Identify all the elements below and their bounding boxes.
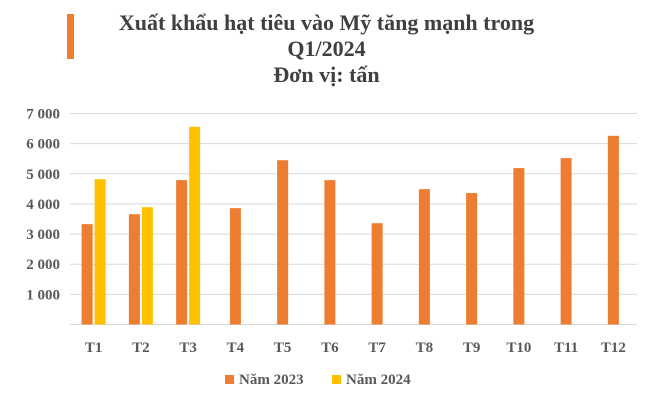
bar-năm-2023-t9 [466,193,478,325]
x-tick-label: T12 [601,340,626,356]
legend-label: Năm 2024 [346,372,411,388]
bar-năm-2023-t3 [176,180,188,325]
y-tick-label: 5 000 [26,167,60,183]
chart-subtitle-unit: Đơn vị: tấn [273,62,380,87]
bar-năm-2023-t1 [81,224,93,325]
bar-năm-2023-t8 [418,189,430,325]
bar-năm-2023-t2 [128,214,140,325]
y-tick-label: 7 000 [26,107,60,123]
legend-label: Năm 2023 [239,372,304,388]
x-tick-label: T10 [506,340,531,356]
y-tick-label: 4 000 [26,197,60,213]
bar-năm-2024-t1 [94,179,106,325]
y-tick-label: 2 000 [26,257,60,273]
chart-title-line-2: Q1/2024 [287,36,366,61]
bar-năm-2023-t6 [324,180,336,325]
y-tick-label: 3 000 [26,227,60,243]
legend-swatch [225,375,234,384]
x-tick-label: T8 [416,340,434,356]
y-tick-label: 6 000 [26,137,60,153]
title-accent-bar [67,14,74,59]
x-tick-label: T6 [321,340,339,356]
bar-năm-2023-t5 [277,160,289,325]
x-tick-label: T7 [368,340,386,356]
x-tick-label: T5 [274,340,292,356]
bar-năm-2023-t11 [560,158,572,325]
bar-năm-2023-t4 [229,208,241,325]
bar-năm-2023-t12 [607,135,619,325]
x-tick-label: T11 [554,340,578,356]
bar-năm-2023-t10 [513,168,525,325]
x-tick-label: T4 [227,340,245,356]
legend-swatch [332,375,341,384]
x-tick-label: T9 [463,340,481,356]
chart-title-line-1: Xuất khẩu hạt tiêu vào Mỹ tăng mạnh tron… [118,10,535,35]
bar-năm-2023-t7 [371,223,383,325]
x-tick-label: T2 [132,340,150,356]
x-tick-label: T1 [85,340,103,356]
y-tick-label: 1 000 [26,287,60,303]
bar-năm-2024-t2 [141,207,153,325]
x-tick-label: T3 [179,340,197,356]
bar-năm-2024-t3 [189,126,201,325]
